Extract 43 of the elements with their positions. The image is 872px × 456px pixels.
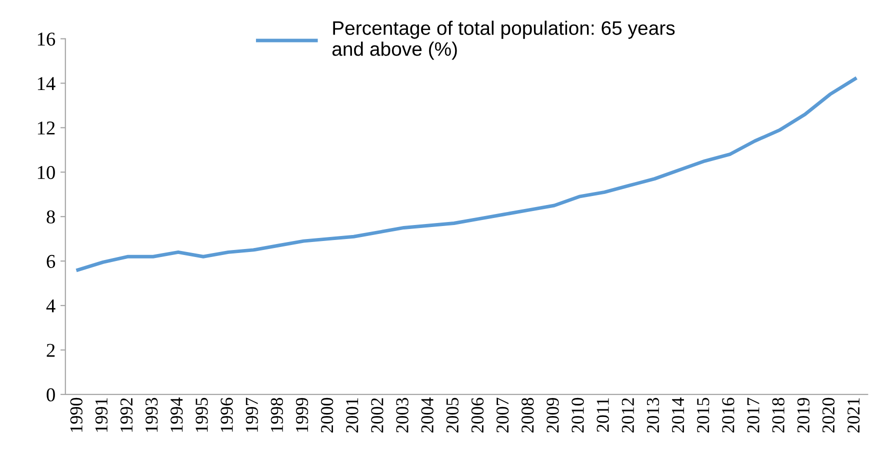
- x-tick-label: 2011: [596, 398, 609, 432]
- x-tick-label: 1993: [146, 398, 158, 432]
- x-tick-label: 2006: [471, 398, 484, 433]
- legend-label: Percentage of total population: 65 years and above (%): [332, 20, 675, 60]
- y-tick-label: 2: [46, 344, 55, 357]
- x-tick-label: 1990: [70, 398, 82, 432]
- x-tick-label: 2017: [747, 398, 760, 433]
- x-tick-label: 2015: [697, 398, 710, 433]
- y-tick-label: 12: [38, 122, 55, 134]
- line-series: [76, 77, 857, 272]
- x-tick-label: 2009: [546, 398, 559, 433]
- x-tick-label: 2010: [572, 398, 584, 433]
- y-tick-label: 0: [46, 388, 55, 402]
- x-tick-label: 1999: [296, 398, 308, 432]
- x-tick-label: 2020: [822, 398, 835, 433]
- x-tick-label: 2003: [396, 398, 408, 433]
- x-tick-label: 2021: [847, 398, 860, 433]
- x-tick-label: 2001: [346, 398, 358, 433]
- y-tick-label: 10: [38, 166, 55, 180]
- x-tick-label: 2005: [446, 398, 459, 433]
- x-tick-label: 1992: [120, 398, 133, 432]
- x-tick-label: 1994: [170, 398, 183, 432]
- y-tick-label: 6: [46, 254, 56, 268]
- x-tick-label: 2013: [646, 398, 660, 433]
- x-tick-label: 1991: [95, 398, 108, 432]
- x-tick-label: 1998: [270, 398, 284, 432]
- x-tick-label: 1997: [246, 398, 258, 432]
- y-tick-label: 16: [38, 32, 56, 46]
- y-tick-label: 8: [46, 210, 55, 224]
- y-tick-label: 14: [38, 77, 56, 90]
- x-tick-label: 2018: [772, 398, 784, 433]
- x-tick-label: 2002: [371, 398, 384, 433]
- x-tick-label: 2012: [622, 398, 634, 433]
- x-tick-label: 2008: [522, 398, 534, 433]
- x-tick-label: 2000: [320, 398, 334, 433]
- x-tick-label: 1996: [220, 398, 233, 432]
- x-tick-label: 2014: [672, 398, 684, 433]
- x-tick-label: 2019: [797, 398, 810, 433]
- x-tick-label: 2004: [421, 398, 434, 433]
- x-tick-label: 2007: [496, 398, 509, 433]
- x-tick-label: 2016: [722, 398, 734, 433]
- x-tick-label: 1995: [196, 398, 208, 432]
- y-tick-label: 4: [46, 299, 56, 312]
